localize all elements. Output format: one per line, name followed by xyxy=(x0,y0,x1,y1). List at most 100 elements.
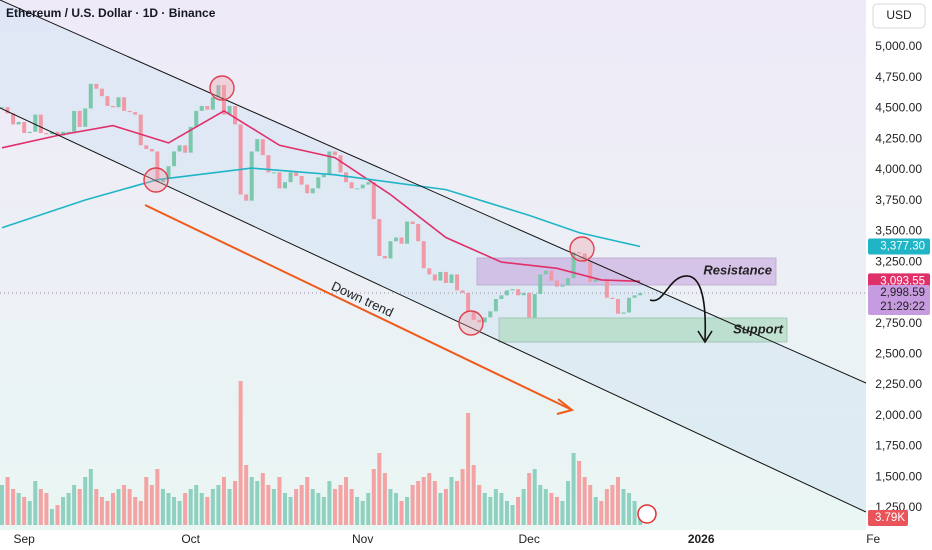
candle xyxy=(327,151,332,175)
candle xyxy=(299,176,304,185)
y-tick-label: 3,500.00 xyxy=(875,224,922,238)
candle xyxy=(421,241,426,269)
candle xyxy=(188,126,193,153)
candle xyxy=(338,155,343,173)
candle xyxy=(521,292,526,296)
volume-bar xyxy=(166,493,171,525)
candle xyxy=(449,274,454,284)
volume-bar xyxy=(482,493,487,525)
volume-bar xyxy=(382,473,387,525)
candle xyxy=(621,312,626,314)
support-zone xyxy=(498,317,788,343)
volume-bar xyxy=(122,485,127,525)
candle xyxy=(316,177,321,189)
y-tick-label: 4,500.00 xyxy=(875,101,922,115)
candle xyxy=(11,113,16,125)
candle xyxy=(66,131,71,133)
candle xyxy=(110,105,115,108)
volume-bar xyxy=(227,489,232,525)
candle xyxy=(455,274,460,291)
volume-bar xyxy=(393,493,398,525)
volume-bar xyxy=(549,493,554,525)
candle xyxy=(255,139,260,152)
candle xyxy=(549,270,554,281)
volume-bar xyxy=(344,477,349,525)
y-tick-label: 3,750.00 xyxy=(875,193,922,207)
candle xyxy=(244,194,249,201)
volume-bar xyxy=(77,489,82,525)
candle xyxy=(604,280,609,298)
price-tag-label: 3,377.30 xyxy=(880,240,925,252)
volume-bar xyxy=(421,477,426,525)
candle xyxy=(72,110,77,132)
volume-bar xyxy=(27,501,32,525)
volume-bar xyxy=(255,481,260,525)
countdown: 21:29:22 xyxy=(880,301,925,313)
volume-bar xyxy=(610,485,615,525)
candle xyxy=(149,149,154,152)
y-tick-label: 5,000.00 xyxy=(875,39,922,53)
candle xyxy=(560,285,565,287)
volume-bar xyxy=(155,469,160,525)
volume-bar xyxy=(410,485,415,525)
volume-bar xyxy=(260,473,265,525)
volume-bar xyxy=(577,461,582,525)
volume-bar xyxy=(33,481,38,525)
volume-bar xyxy=(22,497,27,525)
candle xyxy=(588,262,593,282)
y-tick-label: 4,250.00 xyxy=(875,131,922,145)
candle xyxy=(632,295,637,298)
volume-bar xyxy=(299,485,304,525)
candle xyxy=(294,172,299,177)
y-tick-label: 1,500.00 xyxy=(875,469,922,483)
volume-bar xyxy=(38,489,43,525)
volume-bar xyxy=(294,489,299,525)
currency-button[interactable] xyxy=(872,3,926,29)
candle xyxy=(61,131,66,136)
candle xyxy=(554,280,559,287)
volume-bar xyxy=(94,489,99,525)
trend-arrow-head xyxy=(556,398,575,415)
x-tick-label: Dec xyxy=(518,532,539,546)
y-tick-label: 2,500.00 xyxy=(875,346,922,360)
volume-bar xyxy=(599,501,604,525)
volume-bar xyxy=(366,493,371,525)
volume-bar xyxy=(360,501,365,525)
candle xyxy=(488,311,493,318)
price-tag-label: 3,093.55 xyxy=(880,275,925,287)
candle xyxy=(271,172,276,174)
candle xyxy=(0,107,4,109)
y-tick-label: 4,000.00 xyxy=(875,162,922,176)
x-tick-label: Sep xyxy=(14,532,36,546)
volume-bar xyxy=(244,465,249,525)
volume-bar xyxy=(149,485,154,525)
candle xyxy=(371,182,376,220)
candle xyxy=(321,174,326,178)
volume-bar xyxy=(516,497,521,525)
x-tick-label: Oct xyxy=(181,532,200,546)
volume-bar xyxy=(172,497,177,525)
projection-arrow-head xyxy=(697,330,713,344)
candle xyxy=(216,85,221,98)
candle xyxy=(55,131,60,136)
candle xyxy=(83,108,88,127)
candle xyxy=(510,289,515,291)
volume-bar xyxy=(615,477,620,525)
candle xyxy=(310,188,315,194)
candle xyxy=(16,121,21,125)
candle xyxy=(288,172,293,183)
highlight-circle xyxy=(209,75,235,101)
candle xyxy=(266,155,271,173)
volume-bar xyxy=(566,481,571,525)
candle xyxy=(410,221,415,224)
event-icon[interactable] xyxy=(637,504,657,524)
y-tick-label: 4,750.00 xyxy=(875,70,922,84)
candle xyxy=(5,107,10,114)
volume-bar xyxy=(177,501,182,525)
candle xyxy=(499,295,504,299)
candle xyxy=(482,317,487,323)
candle xyxy=(33,114,38,132)
candle xyxy=(532,294,537,318)
currency-label[interactable]: USD xyxy=(886,8,912,22)
